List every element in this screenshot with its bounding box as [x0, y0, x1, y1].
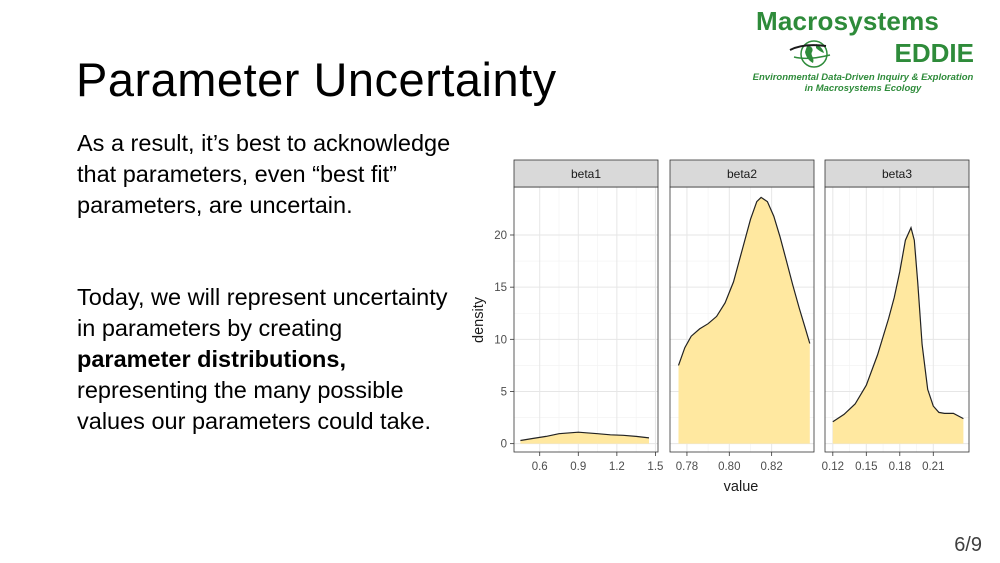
logo-eddie: EDDIE [894, 38, 974, 68]
density-line-beta1 [520, 431, 650, 442]
density-chart: beta1 0.6 0.9 1.2 1.5 beta2 0.78 0.80 0.82 beta3 0… [471, 159, 970, 495]
x-tick-label: 0.12 [822, 461, 844, 473]
panel-background [514, 187, 658, 452]
facet-strip [513, 159, 659, 188]
x-tick-label: 0.80 [718, 461, 740, 473]
x-axis-title: value [724, 479, 759, 495]
density-area-beta3 [832, 227, 964, 444]
logo-tagline-1: Environmental Data-Driven Inquiry & Expl… [752, 72, 974, 83]
density-line-beta3 [832, 225, 964, 423]
facet-label-beta2: beta2 [727, 167, 757, 181]
paragraph-2-bold: parameter distributions, [77, 346, 346, 372]
x-tick-label: 0.21 [922, 461, 944, 473]
y-tick-label: 15 [494, 282, 507, 294]
y-tick-label: 10 [494, 334, 507, 346]
x-tick-label: 0.15 [855, 461, 877, 473]
x-tick-label: 0.82 [760, 461, 782, 473]
y-tick-label: 20 [494, 230, 507, 242]
facet-label-beta1: beta1 [571, 167, 601, 181]
density-line-beta2 [677, 196, 811, 366]
paragraph-2: Today, we will represent uncertainty in … [77, 282, 457, 437]
y-tick-label: 5 [501, 386, 507, 398]
x-tick-label: 0.78 [676, 461, 698, 473]
x-tick-label: 1.5 [647, 461, 663, 473]
facet-label-beta3: beta3 [882, 167, 912, 181]
macrosystems-eddie-logo: Macrosystems EDDIE Environmental Data-Dr… [748, 4, 978, 96]
globe-icon [789, 40, 831, 68]
facet-strip [669, 159, 815, 188]
slide-title: Parameter Uncertainty [76, 53, 557, 106]
logo-title: Macrosystems [756, 6, 940, 36]
x-tick-label: 0.9 [570, 461, 586, 473]
page-number: 6/9 [954, 534, 982, 556]
facet-strip [824, 159, 970, 188]
y-axis-title: density [471, 296, 487, 343]
paragraph-2-text: Today, we will represent uncertainty in … [77, 284, 448, 341]
slide-body: As a result, it’s best to acknowledge th… [77, 128, 457, 437]
paragraph-2-tail: representing the many possible values ou… [77, 377, 431, 434]
x-tick-label: 0.18 [889, 461, 911, 473]
paragraph-1: As a result, it’s best to acknowledge th… [77, 130, 451, 218]
x-tick-label: 0.6 [532, 461, 548, 473]
y-tick-label: 0 [501, 439, 507, 451]
x-tick-label: 1.2 [609, 461, 625, 473]
logo-tagline: Environmental Data-Driven Inquiry & Expl… [752, 72, 974, 94]
density-area-beta2 [678, 197, 810, 444]
logo-tagline-2: in Macrosystems Ecology [804, 83, 922, 94]
